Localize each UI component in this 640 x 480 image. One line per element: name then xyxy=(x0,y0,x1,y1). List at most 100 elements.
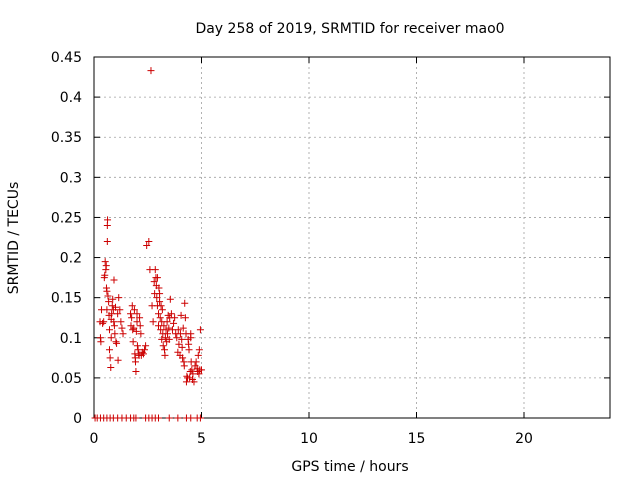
data-point xyxy=(158,306,166,314)
data-point xyxy=(189,370,197,378)
data-point xyxy=(179,354,187,362)
y-tick-label: 0.1 xyxy=(60,331,82,347)
data-point xyxy=(151,266,159,274)
data-point xyxy=(136,322,144,330)
x-tick-label: 20 xyxy=(515,431,533,447)
data-point xyxy=(112,303,119,311)
data-point xyxy=(137,330,145,338)
data-point xyxy=(139,350,147,358)
data-point xyxy=(195,370,203,378)
data-point xyxy=(107,334,115,342)
data-point xyxy=(156,314,164,322)
data-point xyxy=(173,334,181,342)
data-point xyxy=(159,342,167,350)
data-point xyxy=(112,338,120,346)
data-point xyxy=(163,318,171,326)
data-point xyxy=(114,310,122,318)
data-point xyxy=(114,356,122,364)
y-tick-label: 0.3 xyxy=(60,170,82,186)
y-tick-label: 0.45 xyxy=(51,50,82,66)
x-axis-label: GPS time / hours xyxy=(291,459,408,475)
data-point xyxy=(181,299,189,307)
data-point xyxy=(175,340,183,348)
data-point xyxy=(105,346,113,354)
data-point xyxy=(174,326,182,334)
y-tick-label: 0.35 xyxy=(51,130,82,146)
x-tick-label: 0 xyxy=(90,431,99,447)
data-point xyxy=(110,322,118,330)
y-tick-label: 0.2 xyxy=(60,251,82,267)
data-point xyxy=(109,295,117,303)
data-point xyxy=(165,414,173,422)
data-point xyxy=(149,318,157,326)
data-point xyxy=(155,414,162,422)
data-point xyxy=(190,378,198,386)
data-point xyxy=(147,67,155,75)
data-point xyxy=(141,346,149,354)
data-point xyxy=(156,298,164,306)
data-point xyxy=(155,284,163,292)
data-point xyxy=(187,414,195,422)
data-point xyxy=(127,310,135,318)
grid xyxy=(94,57,610,418)
data-point xyxy=(155,310,162,318)
data-point xyxy=(194,351,202,359)
y-axis-label: SRMTID / TECUs xyxy=(6,182,22,295)
data-point xyxy=(116,306,124,314)
data-point xyxy=(133,318,141,326)
data-point xyxy=(179,324,187,332)
data-point xyxy=(97,338,105,346)
data-point xyxy=(103,306,111,314)
data-point xyxy=(115,294,123,302)
x-tick-label: 10 xyxy=(300,431,318,447)
data-point xyxy=(128,314,136,322)
data-point xyxy=(166,295,174,303)
data-point xyxy=(132,414,140,422)
data-point xyxy=(100,318,108,326)
data-point xyxy=(107,363,115,371)
data-point xyxy=(133,342,141,350)
data-point xyxy=(187,330,195,338)
data-point xyxy=(143,242,151,250)
data-point xyxy=(178,335,186,343)
data-point xyxy=(128,302,136,310)
data-point xyxy=(153,274,161,282)
y-tick-label: 0.25 xyxy=(51,210,82,226)
data-point xyxy=(106,354,114,362)
data-point xyxy=(165,324,173,332)
data-point xyxy=(167,310,175,318)
data-point xyxy=(119,330,127,338)
data-point xyxy=(161,334,169,342)
data-point xyxy=(177,311,185,319)
data-point xyxy=(129,326,137,334)
data-point xyxy=(145,238,153,246)
data-point xyxy=(178,343,186,351)
chart-title: Day 258 of 2019, SRMTID for receiver mao… xyxy=(195,21,504,37)
data-point xyxy=(130,306,138,314)
data-point xyxy=(132,367,140,375)
x-tick-label: 15 xyxy=(408,431,426,447)
data-point xyxy=(104,292,112,300)
data-point xyxy=(99,319,107,327)
data-point xyxy=(165,335,173,343)
data-point xyxy=(101,258,109,266)
data-point xyxy=(164,330,172,338)
plot-frame xyxy=(93,56,611,419)
data-point xyxy=(108,310,116,318)
data-point xyxy=(102,262,110,270)
data-point xyxy=(161,351,169,359)
data-point xyxy=(188,366,196,374)
data-point xyxy=(129,338,137,346)
data-point xyxy=(104,216,112,224)
data-point xyxy=(131,358,139,366)
data-point xyxy=(118,324,126,332)
data-point xyxy=(111,330,119,338)
data-point xyxy=(170,319,178,327)
data-point xyxy=(171,314,179,322)
data-point xyxy=(160,322,168,330)
data-point xyxy=(134,346,142,354)
data-point xyxy=(195,346,203,354)
x-tick-label: 5 xyxy=(197,431,206,447)
data-point xyxy=(103,287,111,295)
